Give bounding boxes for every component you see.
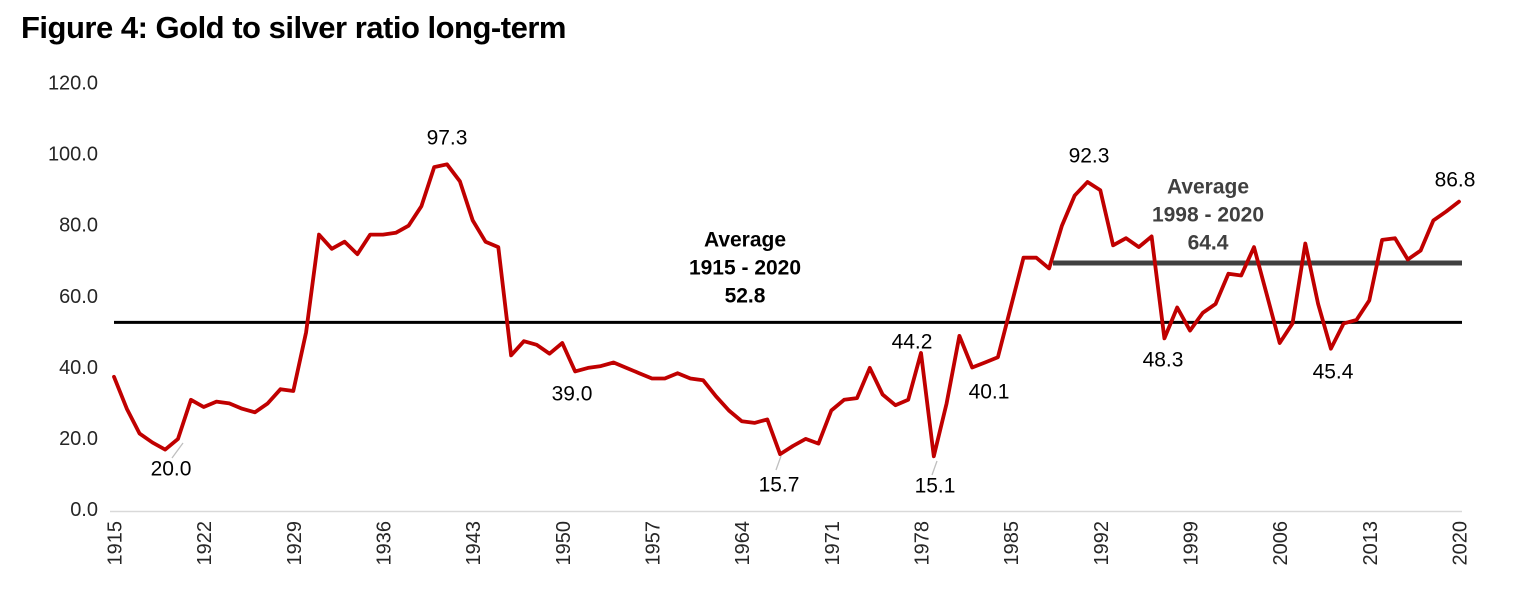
data-point-label: 97.3 [427,127,468,150]
x-tick-label: 1999 [1181,521,1203,566]
data-point-label: 86.8 [1435,169,1476,192]
chart-title: Figure 4: Gold to silver ratio long-term [21,10,566,45]
x-tick-label: 1964 [732,521,754,566]
x-tick-label: 1985 [1001,521,1023,566]
data-point-label: 40.1 [969,381,1010,404]
label-leader-line [775,455,782,471]
x-tick-label: 1922 [194,521,216,566]
ratio-line [112,162,1461,459]
y-tick-label: 60.0 [59,286,98,308]
y-tick-label: 0.0 [70,499,98,521]
x-tick-label: 1929 [284,521,306,566]
y-tick-label: 80.0 [59,215,98,237]
average-annotation-line: 64.4 [1188,232,1229,255]
data-point-label: 15.1 [915,475,956,498]
data-point-label: 45.4 [1313,361,1354,384]
data-point-label: 39.0 [552,383,593,406]
x-tick-label: 1936 [374,521,396,566]
data-point-label: 20.0 [151,458,192,481]
x-tick-label: 1971 [822,521,844,566]
x-tick-label: 1978 [912,521,934,566]
data-point-label: 48.3 [1143,349,1184,372]
data-point-label: 92.3 [1069,145,1110,168]
average-annotation-line: Average [704,229,786,252]
label-leader-line [171,442,184,459]
x-tick-label: 2006 [1270,521,1292,566]
y-tick-label: 40.0 [59,357,98,379]
x-tick-label: 1950 [553,521,575,566]
average-annotation-line: 52.8 [725,285,766,308]
x-tick-label: 1943 [463,521,485,566]
x-tick-label: 1992 [1091,521,1113,566]
y-tick-label: 100.0 [48,144,98,166]
data-point-label: 15.7 [759,474,800,497]
x-tick-label: 2013 [1360,521,1382,566]
data-point-label: 44.2 [892,331,933,354]
y-tick-label: 20.0 [59,428,98,450]
x-tick-label: 2020 [1450,521,1472,566]
average-annotation-line: 1915 - 2020 [689,257,801,280]
x-tick-label: 1957 [643,521,665,566]
average-annotation-line: 1998 - 2020 [1152,204,1264,227]
average-annotation-line: Average [1167,176,1249,199]
x-tick-label: 1915 [105,521,127,566]
y-tick-label: 120.0 [48,73,98,95]
label-leader-line [931,460,938,476]
